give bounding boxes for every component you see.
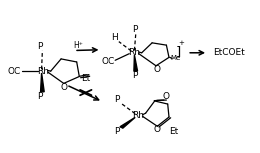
Text: Et: Et xyxy=(81,74,90,82)
Text: H: H xyxy=(111,33,118,42)
Text: Rh: Rh xyxy=(37,67,49,76)
Text: P: P xyxy=(37,92,42,101)
Text: OC: OC xyxy=(101,57,114,66)
Text: Et: Et xyxy=(170,127,179,136)
Text: P: P xyxy=(133,71,138,80)
Text: O: O xyxy=(61,83,68,92)
Text: O: O xyxy=(154,65,160,74)
Text: Rh: Rh xyxy=(128,48,140,57)
Text: P: P xyxy=(37,42,42,50)
Polygon shape xyxy=(134,55,138,71)
Text: ]: ] xyxy=(176,46,181,58)
Text: OC: OC xyxy=(8,67,21,76)
Text: H⁺: H⁺ xyxy=(73,41,83,50)
Text: Me: Me xyxy=(170,55,181,62)
Text: O: O xyxy=(163,92,170,101)
Text: P: P xyxy=(133,26,138,34)
Text: P: P xyxy=(114,95,119,104)
Text: EtCOEt: EtCOEt xyxy=(213,48,245,57)
Text: +: + xyxy=(179,40,184,46)
Text: O: O xyxy=(153,125,160,134)
Polygon shape xyxy=(120,117,135,128)
Text: Rh: Rh xyxy=(132,111,144,120)
Polygon shape xyxy=(41,73,44,92)
Text: P: P xyxy=(114,127,119,136)
